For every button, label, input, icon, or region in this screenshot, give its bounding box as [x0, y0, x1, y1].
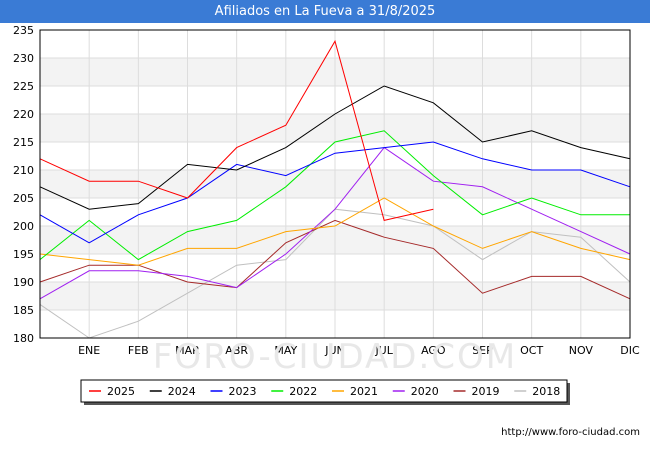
- series-line-2021: [39, 197, 631, 266]
- x-tick-label: SEP: [472, 344, 493, 357]
- series-line-2022: [39, 130, 630, 261]
- y-tick-label: 230: [13, 52, 34, 65]
- series-line-2023: [39, 141, 631, 244]
- y-tick-label: 205: [13, 192, 34, 205]
- legend-box: [80, 379, 568, 403]
- x-tick-label: AGO: [421, 344, 446, 357]
- legend-label-2020: 2020: [411, 385, 439, 398]
- legend-label-2021: 2021: [350, 385, 378, 398]
- x-tick-label: FEB: [128, 344, 149, 357]
- y-tick-label: 210: [13, 164, 34, 177]
- watermark: FORO-CIUDAD.COM: [153, 337, 517, 377]
- series-line-2020: [39, 146, 631, 300]
- legend-label-2023: 2023: [229, 385, 257, 398]
- y-tick-label: 185: [13, 304, 34, 317]
- x-tick-label: NOV: [569, 344, 594, 357]
- chart-title: Afiliados en La Fueva a 31/8/2025: [214, 4, 436, 19]
- y-tick-label: 180: [13, 332, 34, 345]
- x-tick-label: OCT: [520, 344, 543, 357]
- y-tick-label: 200: [13, 220, 34, 233]
- legend-label-2019: 2019: [472, 385, 500, 398]
- x-tick-label: DIC: [620, 344, 640, 357]
- series-line-2025: [39, 39, 434, 221]
- x-tick-label: JUL: [374, 344, 393, 357]
- x-tick-label: JUN: [324, 344, 345, 357]
- legend-label-2024: 2024: [168, 385, 196, 398]
- x-tick-label: ENE: [78, 344, 100, 357]
- legend-label-2025: 2025: [107, 385, 135, 398]
- footer-url: http://www.foro-ciudad.com: [501, 427, 640, 438]
- legend-label-2018: 2018: [532, 385, 560, 398]
- plot-border: [39, 29, 631, 339]
- y-tick-label: 215: [13, 136, 34, 149]
- x-tick-label: MAY: [274, 344, 297, 357]
- x-tick-label: ABR: [225, 344, 248, 357]
- series-line-2024: [39, 85, 631, 210]
- y-tick-label: 220: [13, 108, 34, 121]
- x-tick-label: MAR: [175, 344, 200, 357]
- title-bar: [0, 0, 650, 23]
- y-tick-label: 195: [13, 248, 34, 261]
- y-tick-label: 225: [13, 80, 34, 93]
- y-tick-label: 235: [13, 24, 34, 37]
- y-tick-label: 190: [13, 276, 34, 289]
- legend-label-2022: 2022: [289, 385, 317, 398]
